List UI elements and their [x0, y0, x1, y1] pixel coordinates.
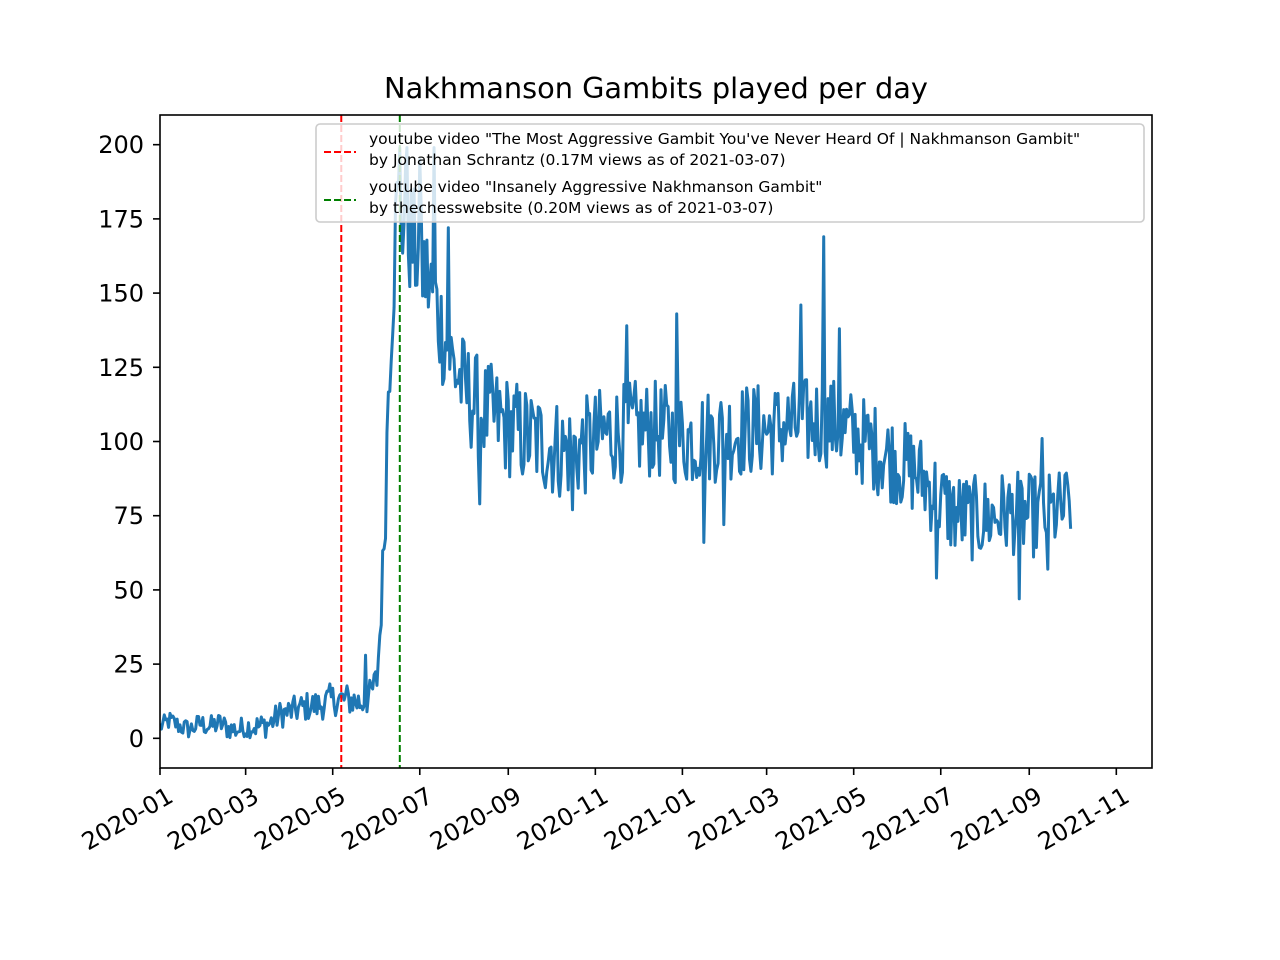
y-tick-label: 200	[98, 131, 144, 159]
x-tick-label: 2020-11	[512, 782, 613, 856]
y-tick-label: 25	[113, 651, 144, 679]
legend: youtube video "The Most Aggressive Gambi…	[315, 123, 1145, 223]
series-line	[160, 146, 1073, 740]
y-tick-label: 125	[98, 354, 144, 382]
y-tick-label: 50	[113, 576, 144, 604]
y-tick-label: 0	[129, 725, 144, 753]
x-tick-label: 2020-01	[77, 782, 178, 856]
plot-area	[160, 115, 1073, 768]
y-tick-label: 175	[98, 205, 144, 233]
x-tick-label: 2021-03	[684, 782, 785, 856]
x-tick-label: 2020-09	[425, 782, 526, 856]
x-tick-label: 2021-07	[858, 782, 959, 856]
x-tick-label: 2021-09	[946, 782, 1047, 856]
legend-label: by thechesswebsite (0.20M views as of 20…	[369, 199, 773, 217]
y-tick-label: 150	[98, 280, 144, 308]
legend-label: youtube video "The Most Aggressive Gambi…	[369, 130, 1080, 148]
legend-label: youtube video "Insanely Aggressive Nakhm…	[369, 178, 822, 196]
legend-box	[315, 123, 1145, 223]
axes: 02550751001251501752002020-012020-032020…	[77, 114, 1153, 856]
y-tick-label: 75	[113, 502, 144, 530]
y-tick-label: 100	[98, 428, 144, 456]
x-tick-label: 2020-05	[250, 782, 351, 856]
legend-label: by Jonathan Schrantz (0.17M views as of …	[369, 151, 786, 169]
x-tick-label: 2020-07	[337, 782, 438, 856]
x-tick-label: 2021-05	[771, 782, 872, 856]
x-tick-label: 2020-03	[163, 782, 264, 856]
x-tick-label: 2021-01	[599, 782, 700, 856]
chart-title: Nakhmanson Gambits played per day	[384, 71, 928, 105]
x-tick-label: 2021-11	[1033, 782, 1134, 856]
